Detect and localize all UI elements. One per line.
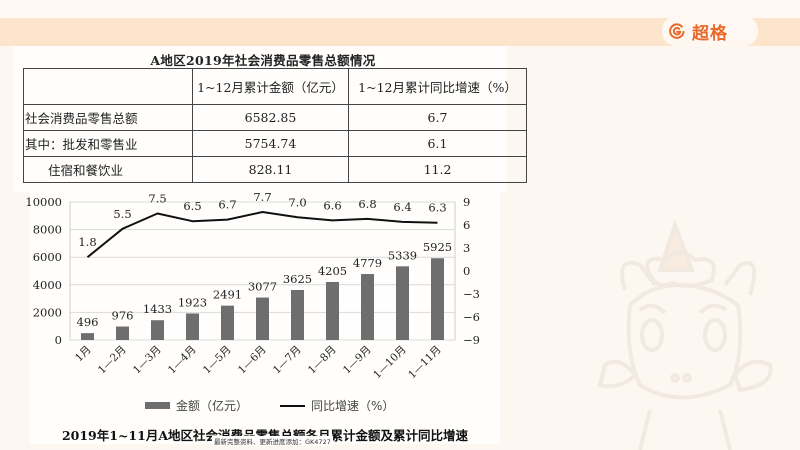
bar-value-label: 4779 xyxy=(353,256,382,270)
chart-title: 2019年1~11月A地区社会消费品零售总额各月累计金额及累计同比增速 xyxy=(30,425,500,444)
brand-logo-block: 超格 xyxy=(662,16,758,46)
bar-value-label: 5925 xyxy=(423,240,452,254)
brand-g-logo-icon xyxy=(669,23,685,39)
table-title: A地区2019年社会消费品零售总额情况 xyxy=(150,53,376,68)
right-axis-tick: −3 xyxy=(463,287,480,301)
right-axis-tick: 9 xyxy=(463,195,470,209)
bar-value-label: 4205 xyxy=(318,264,347,278)
bar xyxy=(81,333,94,340)
right-axis-tick: 6 xyxy=(463,218,470,232)
bar xyxy=(326,281,339,340)
left-axis-tick: 6000 xyxy=(33,250,62,264)
category-label: 1—5月 xyxy=(201,344,234,377)
category-label: 1—4月 xyxy=(166,344,199,377)
bar xyxy=(221,305,234,340)
line-value-label: 7.5 xyxy=(148,192,166,206)
category-label: 1—11月 xyxy=(406,344,444,382)
category-label: 1—10月 xyxy=(371,344,409,382)
row-label: 社会消费品零售总额 xyxy=(23,104,193,131)
brand-name: 超格 xyxy=(692,23,728,44)
row-amount: 6582.85 xyxy=(192,104,349,131)
bar xyxy=(361,274,374,340)
bar xyxy=(431,258,444,340)
sales-table: 1~12月累计金额（亿元） 1~12月累计同比增速（%） 社会消费品零售总额 6… xyxy=(23,68,527,183)
bar xyxy=(291,289,304,340)
right-axis-tick: −6 xyxy=(463,310,480,324)
bar-value-label: 5339 xyxy=(388,248,417,262)
left-axis-tick: 10000 xyxy=(25,195,62,209)
legend-line-label: 同比增速（%） xyxy=(311,399,395,413)
overlay-note: 最新完整资料、更新进度添加：GK4727 xyxy=(212,436,333,446)
category-label: 1—8月 xyxy=(306,344,339,377)
right-axis-tick: −9 xyxy=(463,333,480,347)
left-axis-tick: 2000 xyxy=(33,305,62,319)
line-value-label: 6.7 xyxy=(218,198,236,212)
line-value-label: 7.7 xyxy=(253,190,271,204)
unicorn-mascot-watermark-icon xyxy=(597,219,773,450)
bar-value-label: 3077 xyxy=(248,280,277,294)
table-row: 住宿和餐饮业 828.11 11.2 xyxy=(23,156,527,183)
row-label: 住宿和餐饮业 xyxy=(23,156,193,183)
left-axis-tick: 4000 xyxy=(33,278,62,292)
row-amount: 5754.74 xyxy=(192,130,349,157)
bar-value-label: 2491 xyxy=(213,288,242,302)
row-growth: 6.7 xyxy=(348,104,527,131)
line-value-label: 1.8 xyxy=(78,235,96,249)
line-value-label: 6.5 xyxy=(183,199,201,213)
left-axis-tick: 8000 xyxy=(33,223,62,237)
bar-value-label: 976 xyxy=(112,309,134,323)
bar xyxy=(186,313,199,340)
legend-line-swatch xyxy=(280,404,306,407)
bar-value-label: 1433 xyxy=(143,302,172,316)
top-strip xyxy=(0,0,800,18)
category-label: 1月 xyxy=(73,344,94,365)
legend-bar-swatch xyxy=(145,402,170,409)
row-growth: 11.2 xyxy=(348,156,527,183)
bar-value-label: 496 xyxy=(77,315,99,329)
line-value-label: 6.6 xyxy=(323,198,341,212)
line-value-label: 5.5 xyxy=(113,207,131,221)
legend-bar-label: 金额（亿元） xyxy=(176,399,249,413)
bar-value-label: 3625 xyxy=(283,272,312,286)
bar xyxy=(256,297,269,340)
line-value-label: 6.8 xyxy=(358,197,376,211)
table-header-amount: 1~12月累计金额（亿元） xyxy=(192,68,349,105)
bar xyxy=(116,326,129,340)
category-label: 1—7月 xyxy=(271,344,304,377)
line-value-label: 6.4 xyxy=(393,200,411,214)
category-label: 1—9月 xyxy=(341,344,374,377)
growth-line xyxy=(86,211,438,258)
line-value-label: 7.0 xyxy=(288,195,306,209)
bar-value-label: 1923 xyxy=(178,295,207,309)
header-pill-right xyxy=(760,18,800,46)
bar xyxy=(396,266,409,340)
category-label: 1—2月 xyxy=(96,344,129,377)
left-axis-tick: 0 xyxy=(55,333,62,347)
category-label: 1—3月 xyxy=(131,344,164,377)
row-amount: 828.11 xyxy=(192,156,349,183)
line-value-label: 6.3 xyxy=(428,201,446,215)
right-axis-tick: 3 xyxy=(463,241,470,255)
bar xyxy=(151,320,164,340)
chart-legend: 金额（亿元） 同比增速（%） xyxy=(145,397,394,414)
category-label: 1—6月 xyxy=(236,344,269,377)
right-axis-tick: 0 xyxy=(463,264,470,278)
table-row: 社会消费品零售总额 6582.85 6.7 xyxy=(23,104,527,131)
